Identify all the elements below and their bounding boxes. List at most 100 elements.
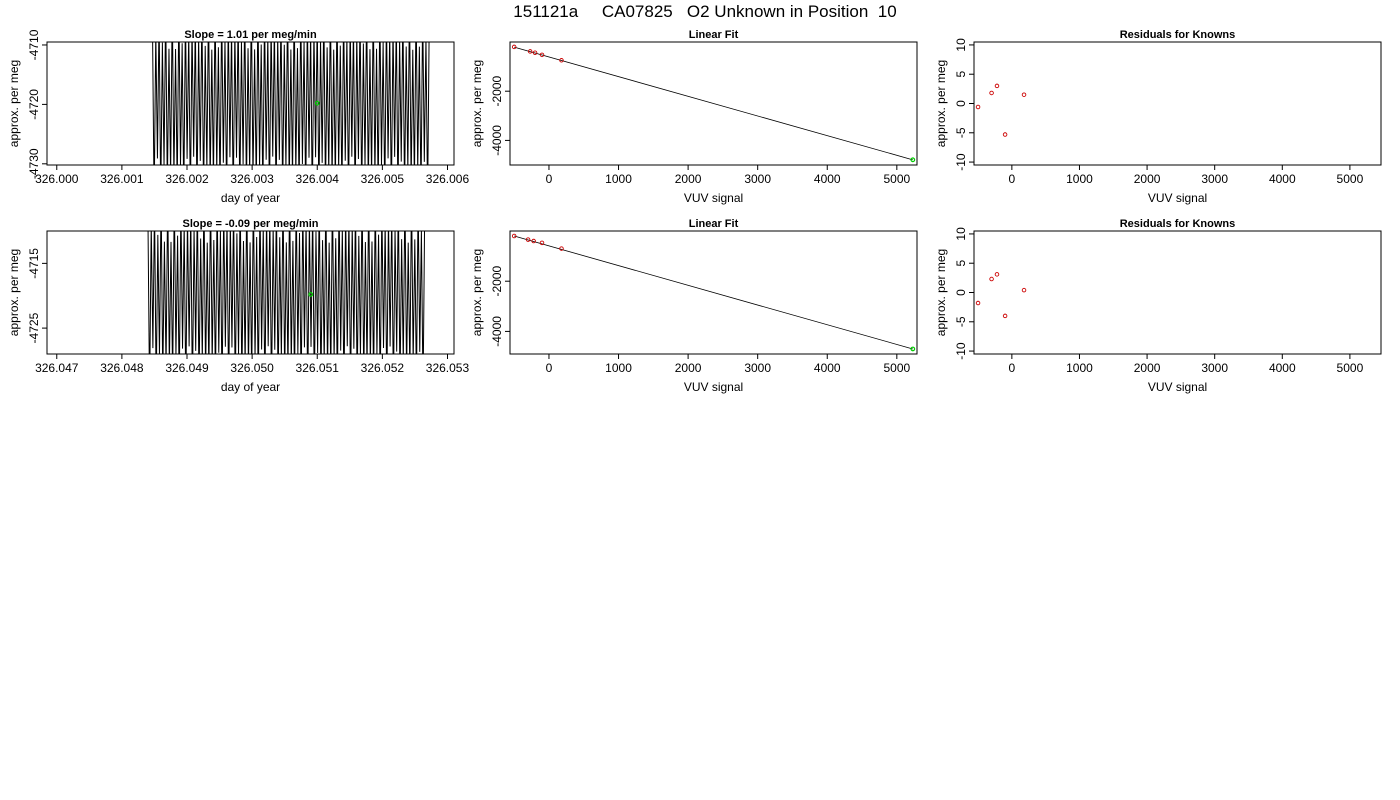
panel-title: Linear Fit (689, 29, 739, 41)
x-tick-label: 326.006 (426, 172, 470, 186)
x-axis-label: day of year (221, 380, 280, 394)
x-tick-label: 326.047 (35, 361, 79, 375)
x-tick-label: 326.000 (35, 172, 79, 186)
x-tick-label: 326.002 (165, 172, 209, 186)
y-tick-label: -4730 (27, 148, 41, 179)
x-tick-label: 326.049 (165, 361, 209, 375)
y-axis-label: approx. per meg (934, 60, 948, 147)
x-tick-label: 0 (546, 172, 553, 186)
known-point (1002, 132, 1008, 137)
known-point (539, 52, 545, 58)
unknown-marker (308, 292, 314, 297)
x-tick-label: 0 (1009, 172, 1016, 186)
panel-title: Slope = -0.09 per meg/min (182, 218, 318, 230)
x-tick-label: 2000 (675, 361, 702, 375)
panel-6: Residuals for Knowns VUV signal approx. pe… (934, 218, 1382, 394)
panel-title: Residuals for Knowns (1120, 29, 1236, 41)
page-title: 151121a CA07825 O2 Unknown in Position 1… (513, 2, 897, 21)
x-tick-label: 4000 (1269, 172, 1296, 186)
series-line (147, 231, 426, 354)
x-tick-label: 2000 (675, 172, 702, 186)
known-point (994, 83, 1000, 89)
x-axis-label: VUV signal (684, 191, 743, 205)
known-point (994, 272, 1000, 277)
unknown-point (910, 157, 916, 163)
x-tick-label: 3000 (744, 172, 771, 186)
plot-area (975, 83, 1027, 137)
unknown-point (910, 346, 916, 352)
plot-area (511, 44, 916, 163)
x-tick-label: 1000 (1066, 172, 1093, 186)
y-tick-label: -4000 (490, 125, 504, 156)
x-tick-label: 326.050 (230, 361, 274, 375)
plot-frame (973, 230, 1382, 355)
known-point (532, 50, 538, 56)
plot-area (511, 233, 916, 352)
known-point (531, 238, 536, 244)
plot-frame (509, 41, 918, 166)
x-tick-label: 4000 (814, 361, 841, 375)
known-point (975, 300, 981, 306)
plot-frame (46, 230, 455, 355)
y-tick-label: -2000 (490, 266, 504, 297)
y-tick-label: -4725 (27, 312, 41, 343)
y-axis-label: approx. per meg (7, 60, 21, 147)
y-tick-label: -10 (954, 153, 968, 171)
x-tick-label: 326.048 (100, 361, 144, 375)
known-point (527, 49, 533, 54)
panel-title: Linear Fit (689, 218, 739, 230)
plot-frame (46, 41, 455, 166)
known-point (1021, 92, 1027, 97)
x-tick-label: 5000 (883, 172, 910, 186)
panel-title: Slope = 1.01 per meg/min (184, 29, 317, 41)
y-tick-label: 0 (954, 100, 968, 107)
x-tick-label: 2000 (1134, 361, 1161, 375)
x-tick-label: 326.003 (230, 172, 274, 186)
y-tick-label: 0 (954, 289, 968, 296)
y-axis-label: approx. per meg (470, 249, 484, 336)
known-point (525, 237, 531, 242)
x-tick-label: 326.005 (361, 172, 405, 186)
x-tick-label: 0 (1009, 361, 1016, 375)
x-tick-label: 326.051 (296, 361, 340, 375)
panel-3: Residuals for Knowns VUV signal approx. pe… (934, 29, 1382, 205)
x-axis-label: VUV signal (1148, 191, 1207, 205)
y-axis-label: approx. per meg (7, 249, 21, 336)
fit-line (514, 46, 913, 161)
y-tick-label: -5 (954, 316, 968, 327)
known-point (989, 90, 994, 96)
y-axis-label: approx. per meg (470, 60, 484, 147)
fit-line (514, 235, 913, 350)
x-tick-label: 4000 (1269, 361, 1296, 375)
panel-4: Slope = -0.09 per meg/min day of year appr… (7, 218, 469, 394)
x-axis-label: VUV signal (1148, 380, 1207, 394)
y-tick-label: -4720 (27, 89, 41, 120)
plot-area (147, 231, 426, 354)
x-tick-label: 2000 (1134, 172, 1161, 186)
x-tick-label: 1000 (605, 361, 632, 375)
x-tick-label: 3000 (1201, 172, 1228, 186)
unknown-marker (314, 100, 320, 106)
panel-2: Linear Fit VUV signal approx. per meg 0 1000… (470, 29, 918, 205)
known-point (1021, 287, 1027, 293)
y-tick-label: -4000 (490, 316, 504, 347)
known-point (511, 233, 517, 239)
x-tick-label: 3000 (1201, 361, 1228, 375)
y-tick-label: -4715 (27, 248, 41, 279)
plot-area (975, 272, 1027, 319)
known-point (511, 44, 517, 50)
x-tick-label: 5000 (1337, 172, 1364, 186)
y-tick-label: -4710 (27, 29, 41, 60)
panel-5: Linear Fit VUV signal approx. per meg 0 1000… (470, 218, 918, 394)
x-tick-label: 326.052 (361, 361, 405, 375)
known-point (1002, 313, 1008, 319)
x-axis-label: day of year (221, 191, 280, 205)
x-tick-label: 4000 (814, 172, 841, 186)
known-point (989, 276, 994, 282)
y-tick-label: -5 (954, 127, 968, 138)
x-axis-label: VUV signal (684, 380, 743, 394)
y-tick-label: 5 (954, 260, 968, 267)
y-axis-label: approx. per meg (934, 249, 948, 336)
known-point (975, 104, 981, 110)
